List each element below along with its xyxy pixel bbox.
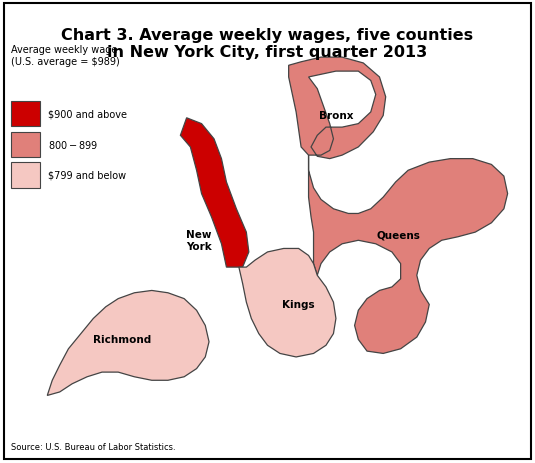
Polygon shape — [309, 156, 508, 354]
Bar — [11, 132, 40, 157]
Text: Queens: Queens — [376, 230, 420, 240]
Text: Richmond: Richmond — [93, 335, 151, 344]
Text: Source: U.S. Bureau of Labor Statistics.: Source: U.S. Bureau of Labor Statistics. — [11, 443, 175, 451]
Text: Bronx: Bronx — [319, 111, 353, 121]
Bar — [11, 102, 40, 127]
Text: Chart 3. Average weekly wages, five counties
in New York City, first quarter 201: Chart 3. Average weekly wages, five coun… — [62, 28, 473, 60]
Text: Average weekly wage
(U.S. average = $989): Average weekly wage (U.S. average = $989… — [11, 45, 119, 67]
Polygon shape — [289, 58, 386, 159]
Text: $900 and above: $900 and above — [48, 109, 127, 119]
Text: $799 and below: $799 and below — [48, 170, 126, 181]
Text: New
York: New York — [186, 230, 212, 251]
Polygon shape — [180, 119, 249, 268]
Text: Kings: Kings — [282, 300, 315, 310]
Polygon shape — [239, 249, 336, 357]
Polygon shape — [47, 291, 209, 395]
Text: $800 - $899: $800 - $899 — [48, 139, 98, 151]
Bar — [11, 163, 40, 188]
